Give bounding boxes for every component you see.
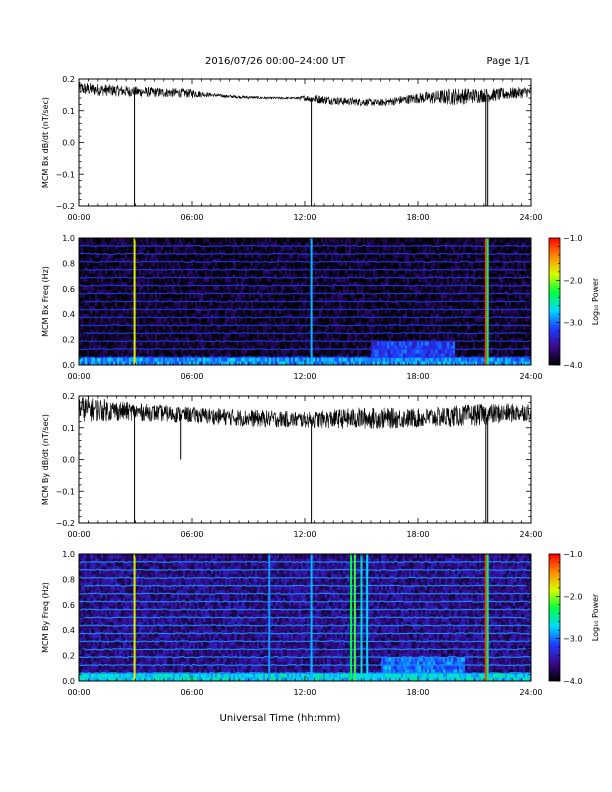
y-tick-label: 1.0 (62, 550, 75, 559)
page-title: 2016/07/26 00:00–24:00 UT (205, 56, 346, 67)
y-ticks (79, 553, 531, 682)
x-tick-label: 24:00 (519, 530, 542, 539)
x-ticks (78, 554, 532, 681)
y-tick-label: 0.1 (62, 424, 75, 433)
panels: 00:00 06:00 12:00 18:00 24:00 0.2 0.1 0.0 −0.1 −0… (41, 75, 543, 697)
spectral-event (268, 554, 271, 681)
y-tick-label: 0.2 (62, 392, 75, 401)
y-axis-title: MCM Bx dB/dt (nT/sec) (41, 97, 50, 188)
colorbar-2: −1.0 −2.0 −3.0 −4.0 Log₁₀ Power (548, 550, 600, 686)
spectral-event (486, 554, 489, 681)
colorbar-tick-label: −3.0 (563, 319, 582, 328)
x-tick-label: 24:00 (519, 213, 542, 222)
x-tick-label: 12:00 (293, 372, 316, 381)
colorbar-title: Log₁₀ Power (591, 277, 600, 325)
y-axis-title: MCM By dB/dt (nT/sec) (41, 414, 50, 505)
trace (78, 81, 532, 206)
y-tick-label: 0.2 (62, 336, 75, 345)
spectral-event (366, 554, 369, 681)
spectral-event (350, 554, 353, 681)
x-ticks (78, 238, 532, 365)
y-tick-label: 0.8 (62, 575, 75, 584)
y-tick-label: 0.6 (62, 285, 75, 294)
y-tick-label: 0.6 (62, 601, 75, 610)
spectral-event (133, 238, 136, 365)
y-axis-title: MCM By Freq (Hz) (41, 582, 50, 653)
y-tick-label: −0.2 (56, 519, 75, 528)
spectral-event (133, 554, 136, 681)
y-tick-label: −0.1 (56, 170, 75, 179)
y-tick-label: 0.0 (62, 139, 75, 148)
y-tick-label: 0.4 (62, 626, 75, 635)
x-tick-label: 12:00 (293, 530, 316, 539)
x-tick-label: 12:00 (293, 213, 316, 222)
x-tick-label: 00:00 (67, 688, 90, 697)
spectral-event (484, 554, 487, 681)
y-axis-title: MCM Bx Freq (Hz) (41, 266, 50, 337)
x-tick-label: 06:00 (180, 213, 203, 222)
spectral-events (133, 238, 489, 365)
x-tick-label: 12:00 (293, 688, 316, 697)
x-tick-label: 00:00 (67, 372, 90, 381)
page-number: Page 1/1 (487, 56, 530, 67)
spectral-event (486, 238, 489, 365)
panel-2: 00:00 06:00 12:00 18:00 24:00 1.0 0.8 0.6 0.4 0.2… (41, 234, 543, 381)
spectral-event (353, 554, 356, 681)
colorbar-tick-label: −4.0 (563, 677, 582, 686)
x-tick-label: 24:00 (519, 372, 542, 381)
y-tick-label: 0.2 (62, 652, 75, 661)
y-tick-label: 0.0 (62, 456, 75, 465)
y-tick-label: −0.2 (56, 202, 75, 211)
panel-4: 00:00 06:00 12:00 18:00 24:00 1.0 0.8 0.6 0.4 0.2… (41, 550, 543, 697)
y-tick-label: 0.1 (62, 107, 75, 116)
panel-3: 00:00 06:00 12:00 18:00 24:00 0.2 0.1 0.0 −0.1 −0… (41, 392, 543, 539)
colorbar-1: −1.0 −2.0 −3.0 −4.0 Log₁₀ Power (548, 234, 600, 370)
x-tick-label: 06:00 (180, 688, 203, 697)
y-tick-label: 0.8 (62, 259, 75, 268)
x-ticks (78, 79, 532, 206)
spectral-event (310, 238, 313, 365)
spectral-event (484, 238, 487, 365)
colorbar-tick-label: −4.0 (563, 361, 582, 370)
y-tick-label: 0.0 (62, 361, 75, 370)
trace (78, 396, 532, 523)
colorbar-tick-label: −1.0 (563, 550, 582, 559)
spectral-event (360, 554, 363, 681)
panel-1: 00:00 06:00 12:00 18:00 24:00 0.2 0.1 0.0 −0.1 −0… (41, 75, 543, 222)
x-ticks (78, 396, 532, 523)
x-tick-label: 06:00 (180, 372, 203, 381)
x-tick-label: 24:00 (519, 688, 542, 697)
colorbar-tick-label: −1.0 (563, 234, 582, 243)
spectral-events (133, 554, 489, 681)
x-tick-label: 18:00 (406, 688, 429, 697)
y-tick-label: −0.1 (56, 487, 75, 496)
x-tick-label: 18:00 (406, 530, 429, 539)
y-ticks (79, 395, 531, 524)
harmonic-lines (78, 560, 532, 675)
colorbar-tick-label: −2.0 (563, 276, 582, 285)
x-tick-label: 18:00 (406, 213, 429, 222)
spectrogram (79, 554, 532, 682)
x-tick-label: 00:00 (67, 213, 90, 222)
x-tick-label: 06:00 (180, 530, 203, 539)
colorbar-title: Log₁₀ Power (591, 593, 600, 641)
x-axis-title: Universal Time (hh:mm) (220, 713, 341, 724)
x-tick-label: 00:00 (67, 530, 90, 539)
colorbar-tick-label: −3.0 (563, 635, 582, 644)
colorbar-tick-label: −2.0 (563, 592, 582, 601)
y-tick-label: 0.4 (62, 310, 75, 319)
y-tick-label: 0.0 (62, 677, 75, 686)
x-tick-label: 18:00 (406, 372, 429, 381)
spectral-event (310, 554, 313, 681)
harmonic-lines (78, 244, 532, 359)
y-ticks (79, 78, 531, 207)
y-tick-label: 0.2 (62, 75, 75, 84)
y-tick-label: 1.0 (62, 234, 75, 243)
spectrogram (79, 238, 532, 366)
y-ticks (79, 237, 531, 366)
